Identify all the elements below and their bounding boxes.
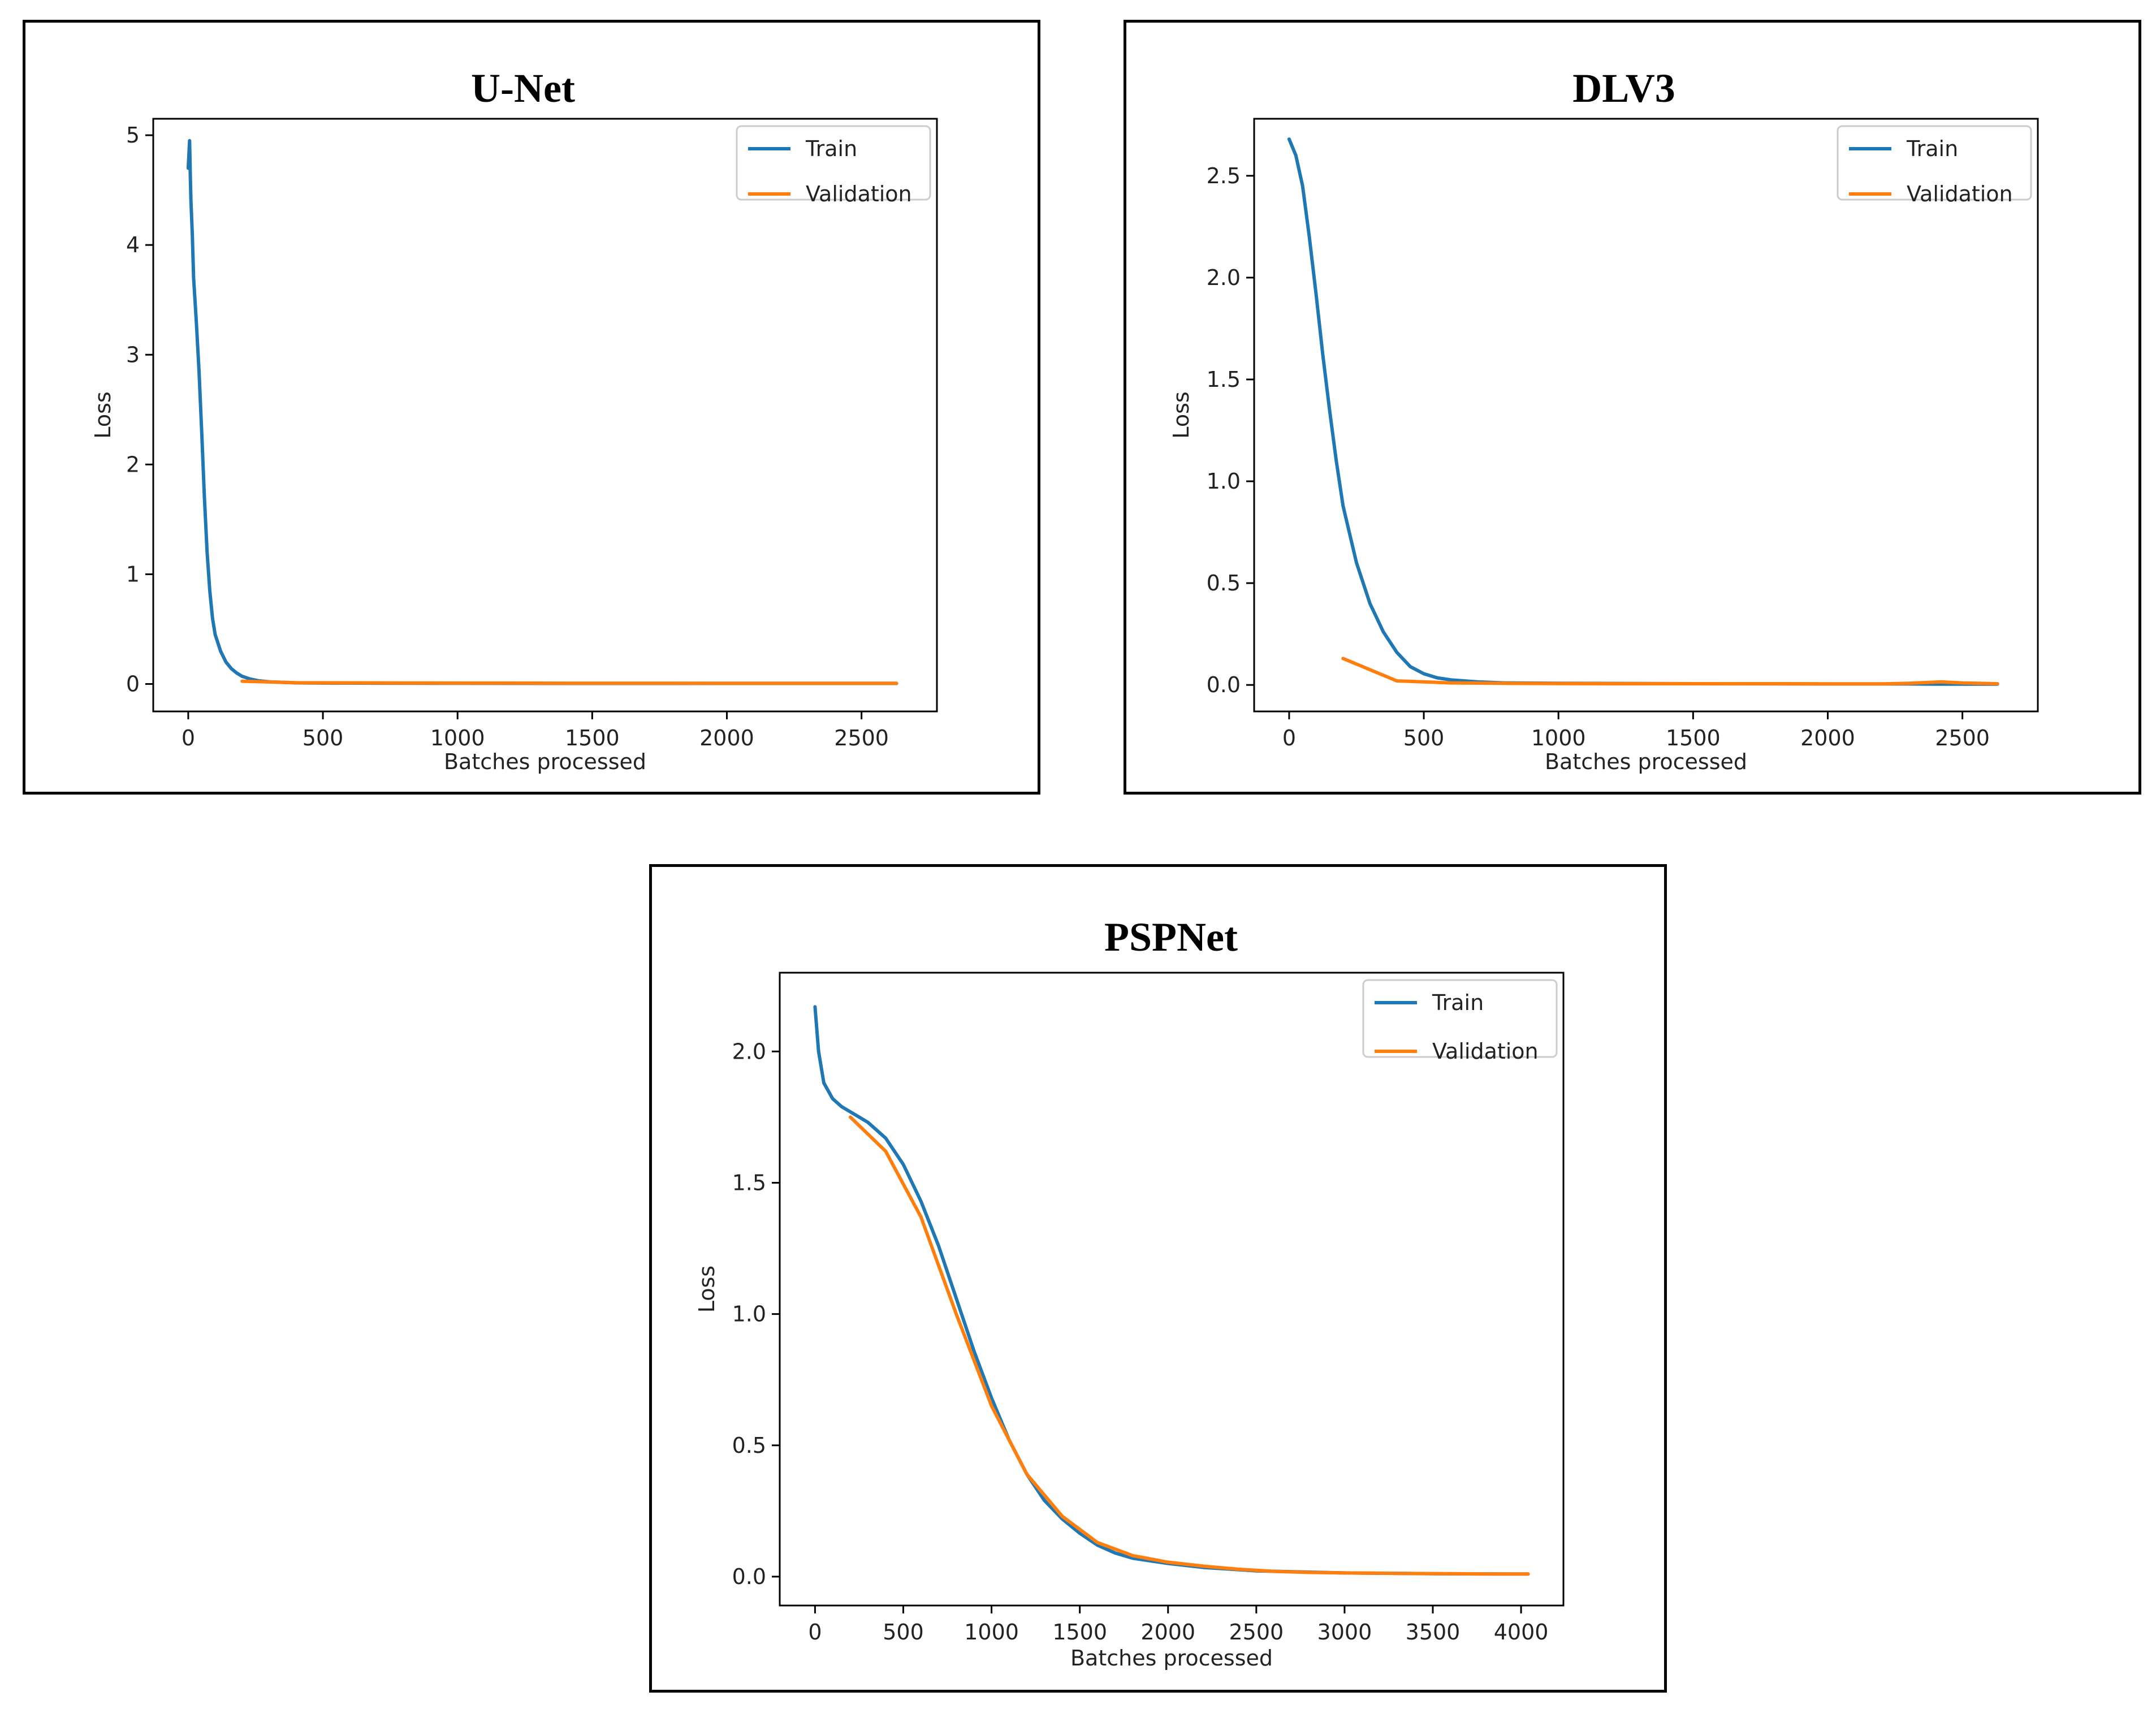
y-tick-label-u-net: 1	[126, 562, 140, 586]
y-tick-label-u-net: 4	[126, 232, 140, 257]
chart-title-dlv3: DLV3	[1572, 66, 1675, 111]
y-tick-label-dlv3: 1.0	[1207, 469, 1241, 494]
series-line-validation-u-net	[240, 679, 898, 685]
x-axis-label-pspnet: Batches processed	[1070, 1646, 1273, 1671]
axes-frame-dlv3	[1253, 118, 2039, 713]
x-tick-label-pspnet: 3500	[1406, 1620, 1461, 1645]
series-line-train-dlv3	[1287, 137, 1999, 686]
x-tick-label-u-net: 1500	[565, 726, 620, 750]
x-tick-label-pspnet: 500	[883, 1620, 924, 1645]
series-line-validation-pspnet	[848, 1115, 1530, 1576]
plot-area-u-net	[186, 139, 898, 685]
x-tick-label-u-net: 1000	[430, 726, 485, 750]
x-axis-label-dlv3: Batches processed	[1545, 749, 1747, 774]
legend-box-dlv3	[1837, 125, 2032, 201]
y-tick-label-pspnet: 0.5	[732, 1433, 766, 1458]
legend-label-validation-dlv3: Validation	[1907, 182, 2013, 206]
plot-area-dlv3	[1287, 137, 1999, 686]
x-tick-label-dlv3: 2500	[1935, 726, 1990, 750]
series-line-validation-dlv3	[1341, 657, 1999, 686]
x-tick-label-u-net: 500	[303, 726, 344, 750]
legend-label-validation-u-net: Validation	[806, 182, 912, 206]
chart-title-pspnet: PSPNet	[1104, 914, 1238, 960]
chart-panel-pspnet: PSPNet 0 500 1000 1500 2000 2500 3000 3500 4000 0.…	[649, 864, 1667, 1693]
series-line-train-u-net	[186, 139, 898, 685]
y-tick-label-pspnet: 0.0	[732, 1564, 766, 1589]
x-tick-label-pspnet: 0	[808, 1620, 822, 1645]
legend-label-train-u-net: Train	[805, 136, 857, 161]
y-tick-label-u-net: 3	[126, 342, 140, 367]
y-tick-label-pspnet: 1.5	[732, 1170, 766, 1195]
chart-svg-dlv3: DLV3 0 500 1000 1500 2000 2500 0.0 0.5 1.0 1.5 2.0 2…	[1169, 66, 2039, 774]
x-tick-label-dlv3: 2000	[1800, 726, 1855, 750]
legend-box-u-net	[736, 125, 931, 201]
x-tick-label-pspnet: 2000	[1140, 1620, 1195, 1645]
series-line-train-pspnet	[813, 1005, 1530, 1576]
y-tick-label-pspnet: 1.0	[732, 1302, 766, 1327]
axes-frame-pspnet	[779, 972, 1565, 1607]
y-axis-label-pspnet: Loss	[694, 1266, 719, 1313]
legend-label-train-pspnet: Train	[1432, 990, 1484, 1015]
legend-label-train-dlv3: Train	[1906, 136, 1958, 161]
legend-dlv3: Train Validation	[1837, 125, 2032, 206]
chart-panel-dlv3: DLV3 0 500 1000 1500 2000 2500 0.0 0.5 1.0 1.5 2.0 2…	[1124, 20, 2141, 795]
chart-title-u-net: U-Net	[471, 66, 575, 111]
y-tick-label-u-net: 2	[126, 452, 140, 477]
x-tick-label-pspnet: 1500	[1052, 1620, 1107, 1645]
y-tick-label-u-net: 5	[126, 123, 140, 148]
x-tick-label-dlv3: 1500	[1666, 726, 1721, 750]
plot-area-pspnet	[813, 1005, 1530, 1576]
chart-svg-unet: U-Net 0 500 1000 1500 2000 2500 0 1 2 3 4 5 Batches p…	[90, 66, 938, 774]
x-tick-label-pspnet: 1000	[964, 1620, 1019, 1645]
y-tick-label-dlv3: 0.5	[1207, 571, 1241, 595]
x-tick-label-dlv3: 0	[1282, 726, 1296, 750]
y-tick-label-dlv3: 2.0	[1207, 265, 1241, 290]
x-tick-label-u-net: 2500	[834, 726, 889, 750]
chart-panel-unet: U-Net 0 500 1000 1500 2000 2500 0 1 2 3 4 5 Batches p…	[23, 20, 1040, 795]
legend-box-pspnet	[1362, 979, 1558, 1058]
x-tick-label-pspnet: 4000	[1494, 1620, 1549, 1645]
legend-label-validation-pspnet: Validation	[1432, 1039, 1539, 1064]
x-tick-label-u-net: 2000	[699, 726, 754, 750]
y-tick-label-u-net: 0	[126, 671, 140, 696]
y-tick-label-pspnet: 2.0	[732, 1039, 766, 1064]
chart-svg-pspnet: PSPNet 0 500 1000 1500 2000 2500 3000 3500 4000 0.…	[694, 914, 1565, 1671]
axes-frame-u-net	[152, 118, 938, 713]
x-tick-label-dlv3: 500	[1403, 726, 1445, 750]
legend-pspnet: Train Validation	[1362, 979, 1558, 1064]
y-axis-label-u-net: Loss	[90, 391, 115, 438]
x-tick-label-u-net: 0	[182, 726, 195, 750]
x-axis-label-u-net: Batches processed	[444, 749, 646, 774]
x-tick-label-dlv3: 1000	[1531, 726, 1586, 750]
y-tick-label-dlv3: 0.0	[1207, 672, 1241, 697]
y-tick-label-dlv3: 1.5	[1207, 367, 1241, 392]
x-tick-label-pspnet: 3000	[1317, 1620, 1372, 1645]
x-tick-label-pspnet: 2500	[1229, 1620, 1284, 1645]
y-tick-label-dlv3: 2.5	[1207, 163, 1241, 188]
y-axis-label-dlv3: Loss	[1169, 391, 1194, 438]
legend-u-net: Train Validation	[736, 125, 931, 206]
